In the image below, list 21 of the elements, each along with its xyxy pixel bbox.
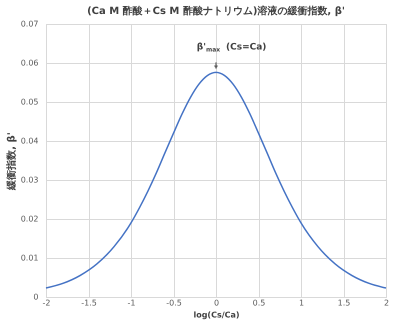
y-tick-label: 0.04: [20, 136, 38, 146]
y-tick-label: 0.06: [20, 58, 38, 68]
x-tick-label: -1.5: [81, 298, 97, 308]
y-tick-label: 0.03: [20, 176, 38, 184]
chart-title: (Ca M 酢酸＋Cs M 酢酸ナトリウム)溶液の緩衝指数, β': [87, 5, 345, 17]
x-tick-label: 1: [298, 298, 304, 308]
y-tick-label: 0.01: [20, 254, 38, 262]
y-tick-label: 0: [33, 292, 38, 302]
y-axis-title: 緩衝指数, β': [6, 132, 18, 191]
x-tick-label: -2: [42, 298, 50, 308]
line-series: [45, 72, 387, 289]
x-tick-label: -0.5: [166, 298, 182, 308]
y-tick-label: 0.07: [20, 20, 38, 28]
x-tick-label: 0: [214, 298, 220, 308]
y-tick-label: 0.05: [20, 98, 38, 106]
x-axis-title: log(Cs/Ca): [193, 310, 240, 320]
y-tick-label: 0.02: [20, 214, 38, 224]
x-tick-label: 1.5: [338, 298, 350, 308]
x-tick-label: -1: [128, 298, 136, 308]
x-tick-label: 0.5: [252, 298, 266, 308]
x-tick-label: 2: [384, 298, 390, 308]
